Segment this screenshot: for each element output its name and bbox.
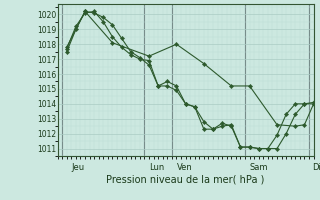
Text: Sam: Sam <box>250 163 268 172</box>
Text: Ven: Ven <box>176 163 192 172</box>
Text: Jeu: Jeu <box>71 163 84 172</box>
X-axis label: Pression niveau de la mer( hPa ): Pression niveau de la mer( hPa ) <box>107 175 265 185</box>
Text: Dim: Dim <box>312 163 320 172</box>
Text: Lun: Lun <box>149 163 164 172</box>
